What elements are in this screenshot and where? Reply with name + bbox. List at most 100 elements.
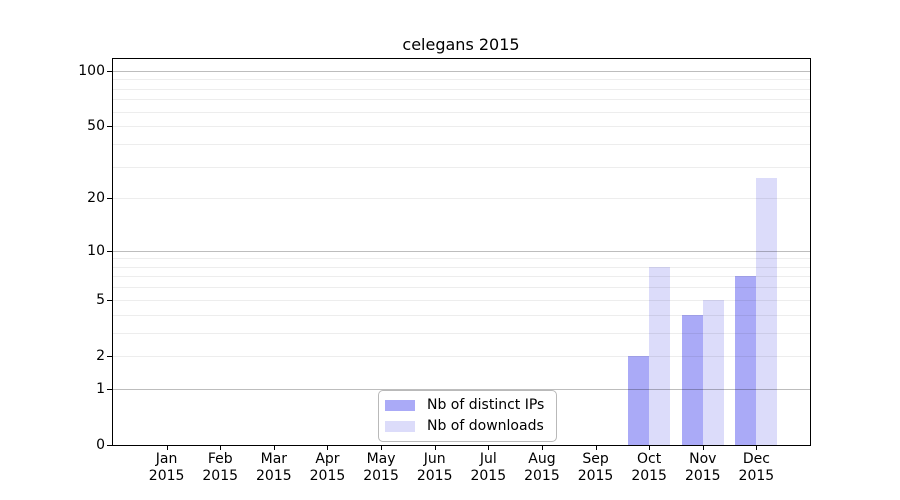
x-tick-label-year: 2015 (524, 468, 560, 484)
x-tick-mark (488, 446, 489, 450)
chart-title: celegans 2015 (402, 35, 520, 54)
x-tick-label-month: Apr (315, 451, 340, 467)
x-tick-label-month: Jul (479, 451, 497, 467)
x-tick-label-year: 2015 (738, 468, 775, 484)
gridline-minor (113, 88, 810, 90)
legend-label-distinct-ips: Nb of distinct IPs (427, 397, 545, 413)
x-tick-mark (381, 446, 382, 450)
x-tick-label-month: Nov (689, 451, 717, 467)
gridline-minor (113, 266, 810, 268)
x-tick-mark (167, 446, 168, 450)
x-tick-mark (274, 446, 275, 450)
y-tick-label: 20 (87, 190, 105, 207)
x-tick-label-year: 2015 (577, 468, 614, 484)
x-tick-label-year: 2015 (631, 468, 667, 484)
y-tick-label: 100 (78, 62, 105, 79)
x-tick-label-year: 2015 (309, 468, 346, 484)
gridline-minor (113, 198, 810, 200)
x-tick-label: Mar 2015 (256, 451, 292, 485)
x-tick-label: Oct 2015 (631, 451, 667, 485)
x-tick-label-month: Sep (582, 451, 609, 467)
x-tick-mark (596, 446, 597, 450)
y-tick-mark (107, 356, 112, 357)
x-tick-label-month: May (366, 451, 396, 467)
gridline-minor (113, 258, 810, 260)
bar-nb-of-distinct-ips-nov-2015 (681, 314, 703, 445)
x-tick-mark (542, 446, 543, 450)
legend-item-downloads: Nb of downloads (385, 418, 544, 435)
x-tick-label: Sep 2015 (578, 451, 614, 485)
y-tick-mark (107, 300, 112, 301)
x-tick-label-month: Oct (637, 451, 662, 467)
legend: Nb of distinct IPs Nb of downloads (378, 390, 558, 442)
x-tick-mark (703, 446, 704, 450)
gridline-minor (113, 276, 810, 278)
x-tick-label: Jan 2015 (149, 451, 185, 485)
gridline-minor (113, 299, 810, 301)
y-tick-mark (107, 71, 112, 72)
x-tick-label-year: 2015 (470, 468, 507, 484)
x-tick-label-year: 2015 (416, 468, 453, 484)
x-tick-label-month: Mar (260, 451, 288, 467)
x-tick-label: Jun 2015 (417, 451, 453, 485)
plot-area: Nb of distinct IPs Nb of downloads (112, 58, 811, 446)
gridline-minor (113, 314, 810, 316)
bar-nb-of-downloads-oct-2015 (649, 266, 671, 445)
x-tick-label-month: Jun (423, 451, 446, 467)
x-tick-label: Apr 2015 (310, 451, 346, 485)
x-tick-label-month: Feb (207, 451, 233, 467)
legend-item-distinct-ips: Nb of distinct IPs (385, 397, 544, 414)
y-tick-mark (107, 126, 112, 127)
legend-swatch-downloads (385, 421, 415, 432)
y-tick-label: 10 (87, 242, 105, 259)
x-tick-mark (756, 446, 757, 450)
x-tick-label-month: Dec (742, 451, 770, 467)
x-tick-mark (649, 446, 650, 450)
bar-nb-of-distinct-ips-oct-2015 (628, 355, 650, 445)
x-tick-label: Aug 2015 (524, 451, 560, 485)
x-tick-label-year: 2015 (684, 468, 721, 484)
bar-nb-of-distinct-ips-dec-2015 (735, 276, 757, 445)
bars-layer (113, 59, 810, 445)
y-tick-mark (107, 198, 112, 199)
y-tick-label: 1 (96, 380, 105, 397)
x-tick-label: May 2015 (363, 451, 399, 485)
gridline-minor (113, 143, 810, 145)
x-tick-label: Nov 2015 (685, 451, 721, 485)
y-tick-mark (107, 389, 112, 390)
legend-swatch-distinct-ips (385, 400, 415, 411)
gridlines-layer (113, 59, 810, 445)
x-tick-mark (220, 446, 221, 450)
gridline-major (113, 250, 810, 252)
x-tick-label-month: Jan (155, 451, 178, 467)
x-tick-mark (435, 446, 436, 450)
gridline-minor (113, 99, 810, 101)
x-tick-label-year: 2015 (256, 468, 292, 484)
x-tick-label-year: 2015 (202, 468, 239, 484)
legend-label-downloads: Nb of downloads (427, 418, 544, 434)
y-tick-label: 2 (96, 347, 105, 364)
gridline-minor (113, 355, 810, 357)
gridline-minor (113, 79, 810, 81)
gridline-minor (113, 166, 810, 168)
x-tick-label-year: 2015 (363, 468, 399, 484)
gridline-minor (113, 111, 810, 113)
gridline-major (113, 388, 810, 390)
y-tick-mark (107, 251, 112, 252)
gridline-minor (113, 126, 810, 128)
x-tick-label-month: Aug (528, 451, 556, 467)
y-tick-label: 5 (96, 291, 105, 308)
y-tick-label: 50 (87, 118, 105, 135)
x-tick-label-year: 2015 (148, 468, 185, 484)
y-tick-label: 0 (96, 437, 105, 453)
y-tick-mark (107, 445, 112, 446)
x-tick-label: Dec 2015 (739, 451, 775, 485)
x-tick-mark (327, 446, 328, 450)
x-tick-label: Feb 2015 (202, 451, 238, 485)
x-tick-label: Jul 2015 (470, 451, 506, 485)
gridline-minor (113, 287, 810, 289)
gridline-minor (113, 332, 810, 334)
gridline-major (113, 70, 810, 72)
bar-nb-of-downloads-nov-2015 (702, 299, 724, 445)
